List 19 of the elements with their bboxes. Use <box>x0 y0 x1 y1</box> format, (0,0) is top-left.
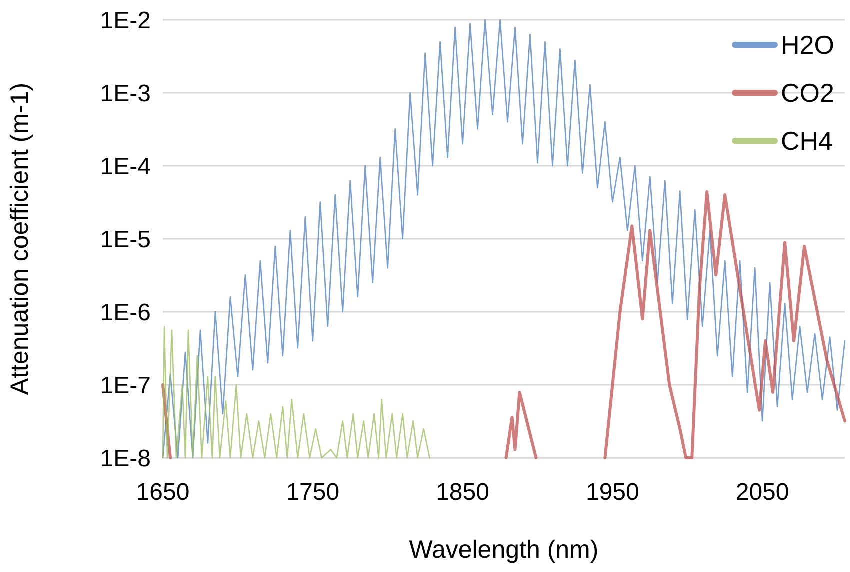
y-tick-label: 1E-6 <box>100 299 151 326</box>
y-axis-title: Attenuation coefficient (m-1) <box>6 82 34 396</box>
y-tick-label: 1E-4 <box>100 153 151 180</box>
x-tick-label: 1950 <box>586 479 640 506</box>
legend-label: H2O <box>781 30 834 60</box>
y-tick-label: 1E-5 <box>100 226 151 254</box>
x-tick-label: 2050 <box>736 479 790 506</box>
y-tick-label: 1E-2 <box>100 7 151 34</box>
line-series <box>162 19 846 459</box>
x-tick-label: 1650 <box>136 479 190 506</box>
legend-label: CO2 <box>781 78 834 108</box>
y-tick-label: 1E-8 <box>100 445 151 472</box>
legend-label: CH4 <box>781 126 834 156</box>
x-tick-label: 1850 <box>436 479 490 506</box>
line-series <box>162 326 430 459</box>
x-axis-title: Wavelength (nm) <box>409 536 599 564</box>
y-tick-label: 1E-7 <box>100 372 151 400</box>
y-tick-label: 1E-3 <box>100 80 151 108</box>
x-tick-label: 1750 <box>286 479 340 506</box>
